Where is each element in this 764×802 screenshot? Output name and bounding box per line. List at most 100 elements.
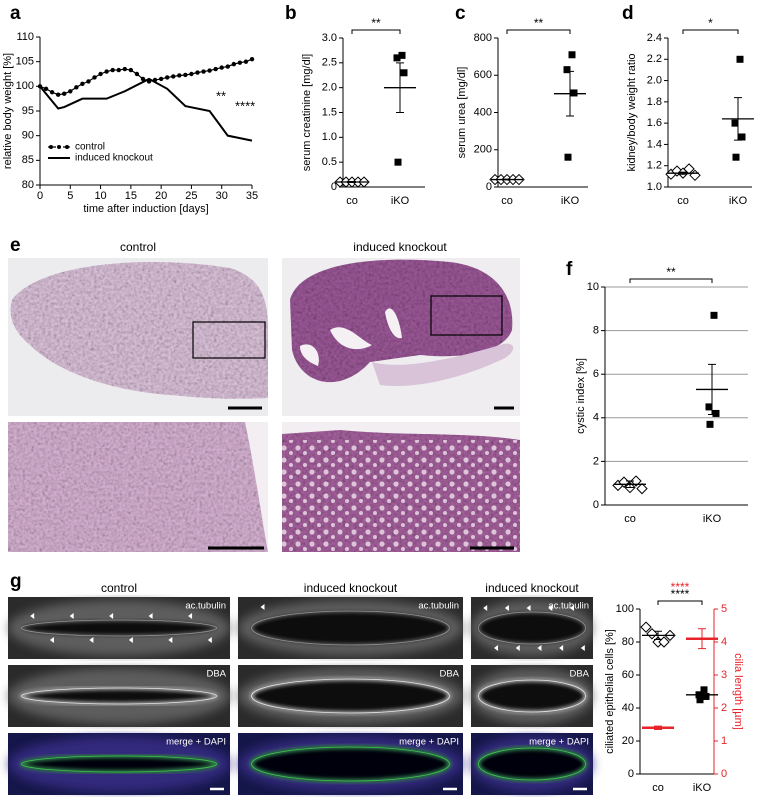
- lumen: [251, 679, 450, 713]
- y-tick-label: 80: [22, 179, 34, 191]
- x-tick-label: co: [346, 195, 358, 207]
- y-tick-label: 2: [593, 455, 599, 467]
- point: [104, 69, 109, 74]
- y-tick-label: 0: [486, 181, 492, 193]
- y-tick-label: 80: [622, 636, 634, 648]
- arrowhead: [148, 613, 153, 619]
- point: [706, 420, 714, 428]
- x-tick-label: 20: [155, 190, 167, 202]
- x-tick-label: 35: [246, 190, 258, 202]
- point: [122, 66, 128, 72]
- y2-tick-label: 3: [721, 669, 727, 681]
- y-tick-label: 105: [16, 56, 34, 68]
- arrowhead: [260, 604, 265, 610]
- point: [702, 692, 710, 700]
- y-tick-label: 2.0: [647, 74, 662, 86]
- panel-letter: g: [10, 571, 22, 592]
- panel-letter: e: [10, 235, 21, 256]
- arrowhead: [30, 613, 35, 619]
- arrowhead: [559, 645, 564, 651]
- y-tick-label: 110: [16, 31, 34, 43]
- y2-axis-label: cilia length [µm]: [732, 653, 744, 730]
- panel-letter: b: [285, 3, 297, 24]
- error-bar: [503, 178, 511, 181]
- x-tick-label: iKO: [729, 195, 748, 207]
- y-axis-label: serum creatinine [mg/dl]: [301, 54, 313, 171]
- point: [394, 158, 402, 166]
- lumen: [251, 747, 450, 781]
- arrowhead: [537, 645, 542, 651]
- channel-label: merge + DAPI: [399, 737, 459, 748]
- point: [731, 119, 739, 127]
- y-tick-label: 95: [22, 105, 34, 117]
- membrane-core: [251, 678, 450, 714]
- annotation: **: [216, 88, 226, 103]
- point: [80, 81, 85, 87]
- series-line: [39, 77, 253, 142]
- point: [400, 69, 408, 77]
- y-tick-label: 0: [593, 499, 599, 511]
- x-tick-label: iKO: [703, 513, 722, 525]
- y-axis-label: serum urea [mg/dl]: [456, 67, 468, 159]
- x-tick-label: co: [624, 513, 636, 525]
- significance: **: [534, 16, 544, 30]
- y2-tick-label: 1: [721, 735, 727, 747]
- arrowhead: [89, 637, 94, 643]
- y-tick-label: 8: [593, 325, 599, 337]
- y-tick-label: 800: [474, 32, 492, 44]
- point: [564, 153, 572, 161]
- x-tick-label: co: [677, 195, 689, 207]
- point: [671, 165, 683, 177]
- y-axis-label: relative body weight [%]: [2, 53, 14, 169]
- error-bar: [679, 171, 687, 175]
- arrowhead: [168, 637, 173, 643]
- significance: *: [708, 16, 713, 30]
- point: [195, 70, 200, 75]
- point: [570, 89, 578, 97]
- y-tick-label: 1.8: [647, 96, 662, 108]
- significance-bracket: [506, 29, 571, 34]
- y2-tick-label: 4: [721, 636, 727, 648]
- membrane-core: [251, 610, 450, 646]
- point: [710, 311, 718, 319]
- x-tick-label: 30: [216, 190, 228, 202]
- point: [738, 133, 746, 141]
- significance-bracket: [657, 600, 703, 605]
- point: [398, 51, 406, 59]
- lumen: [478, 748, 586, 780]
- point: [62, 91, 67, 96]
- x-tick-label: 10: [94, 190, 106, 202]
- annotation: ****: [235, 98, 255, 113]
- channel-label: merge + DAPI: [166, 737, 226, 748]
- y-tick-label: 100: [16, 80, 34, 92]
- x-tick-label: co: [501, 195, 513, 207]
- point: [563, 66, 571, 74]
- channel-label: ac.tubulin: [185, 601, 226, 612]
- y-tick-label: 1.5: [322, 106, 337, 118]
- channel-label: merge + DAPI: [529, 737, 589, 748]
- y-tick-label: 1.0: [322, 131, 337, 143]
- y2-tick-label: 5: [721, 603, 727, 615]
- y2-tick-label: 0: [721, 768, 727, 780]
- y-tick-label: 2.0: [322, 82, 337, 94]
- arrowhead: [69, 613, 74, 619]
- arrowhead: [504, 605, 509, 611]
- point: [393, 54, 401, 62]
- y-tick-label: 2.4: [647, 32, 662, 44]
- lumen: [251, 611, 450, 645]
- y-tick-label: 600: [474, 69, 492, 81]
- y-tick-label: 200: [474, 144, 492, 156]
- y-tick-label: 85: [22, 154, 34, 166]
- y-tick-label: 0: [628, 768, 634, 780]
- error-bar: [654, 725, 662, 730]
- point: [683, 163, 695, 175]
- error-bar: [708, 363, 716, 416]
- point: [177, 73, 182, 78]
- legend-marker: [57, 145, 61, 149]
- panel-letter: d: [622, 3, 634, 24]
- point: [116, 67, 121, 73]
- error-bar: [626, 480, 634, 489]
- point: [736, 55, 744, 63]
- point: [630, 475, 642, 487]
